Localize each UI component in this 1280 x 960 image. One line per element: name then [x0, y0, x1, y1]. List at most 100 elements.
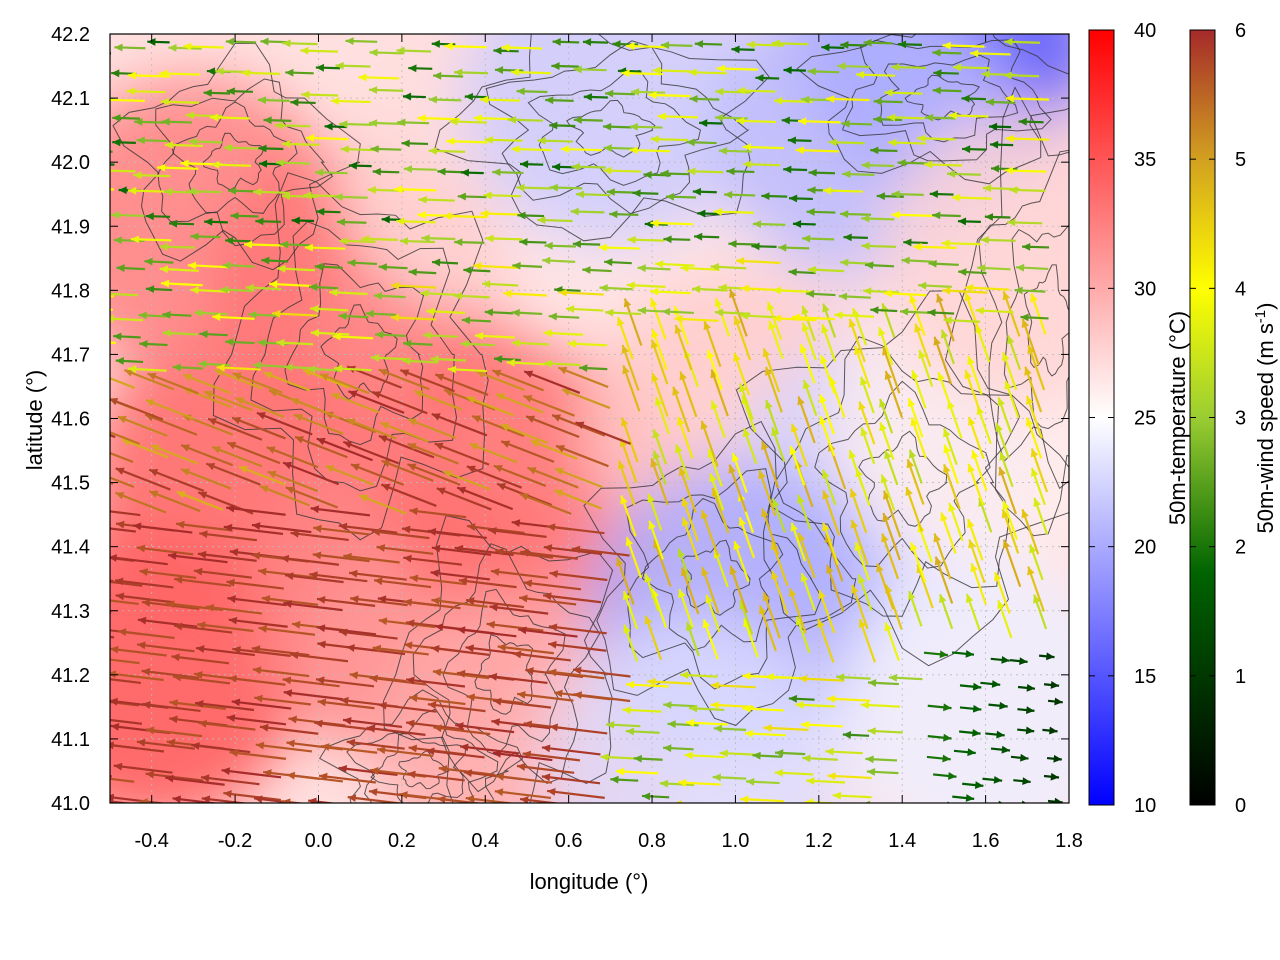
wind-arrow-head [851, 584, 859, 594]
wind-arrow [942, 286, 988, 295]
wind-arrow-head [501, 43, 510, 52]
wind-arrow-head [675, 800, 682, 803]
wind-arrow-head [137, 641, 146, 650]
wind-arrow [493, 464, 547, 487]
wind-arrow [1017, 706, 1035, 714]
wind-arrow-head [115, 520, 125, 529]
wind-arrow-head [480, 209, 489, 218]
wind-arrow [806, 208, 836, 216]
wind-arrow [408, 64, 433, 73]
wind-arrow-head [497, 483, 507, 491]
wind-arrow-head [403, 554, 412, 563]
wind-arrow-head [401, 525, 411, 534]
wind-arrow [863, 287, 900, 296]
wind-arrow [942, 41, 985, 50]
wind-arrow-head [740, 284, 749, 293]
wind-arrow [623, 624, 639, 662]
wind-arrow [655, 396, 671, 435]
wind-arrow-head [520, 548, 529, 557]
wind-arrow-head [282, 798, 291, 803]
wind-arrow-shaft [523, 394, 575, 417]
wind-arrow-head [187, 261, 197, 270]
wind-arrow [446, 137, 488, 146]
wind-arrow-head [369, 86, 378, 94]
wind-arrow-head [332, 332, 341, 341]
wind-arrow-head [771, 427, 779, 437]
wind-arrow [258, 625, 316, 636]
wind-arrow [648, 520, 664, 560]
wind-arrow [739, 383, 754, 420]
wind-arrow-head [621, 417, 629, 427]
wind-arrow [822, 522, 839, 565]
wind-arrow-head [882, 513, 890, 523]
wind-arrow [622, 590, 639, 630]
wind-arrow-head [331, 393, 341, 401]
wind-arrow-shaft [491, 720, 551, 730]
wind-arrow [718, 147, 752, 155]
wind-arrow-head [948, 111, 957, 120]
wind-arrow-head [229, 749, 239, 757]
wind-arrow [54, 371, 108, 393]
wind-arrow [880, 474, 896, 512]
wind-label-sup: -1 [1252, 310, 1269, 323]
wind-arrow [420, 289, 457, 298]
wind-arrow [826, 694, 871, 703]
wind-arrow-head [466, 523, 476, 531]
wind-arrow-shaft [200, 776, 260, 786]
wind-arrow-head [790, 423, 799, 433]
wind-arrow-head [943, 316, 952, 325]
wind-arrow [710, 263, 747, 271]
wind-arrow-head [147, 372, 157, 381]
wind-arrow [688, 68, 728, 77]
wind-arrow [373, 292, 406, 300]
wind-arrow [426, 747, 485, 759]
wind-arrow-head [403, 598, 413, 607]
wind-arrow [575, 421, 631, 445]
wind-arrow [714, 297, 731, 337]
wind-arrow-shaft [110, 98, 145, 103]
wind-arrow [867, 679, 899, 687]
wind-arrow-head [1020, 313, 1029, 322]
wind-arrow [258, 159, 282, 168]
wind-arrow [224, 338, 255, 346]
wind-arrow-head [807, 67, 816, 76]
wind-arrow-head [110, 554, 118, 562]
wind-arrow-head [283, 600, 292, 608]
wind-arrow-head [567, 339, 576, 348]
wind-arrow-head [141, 599, 151, 607]
wind-arrow-head [442, 470, 452, 478]
wind-arrow-head [952, 63, 962, 72]
wind-arrow-head [191, 742, 200, 750]
wind-arrow-head [409, 694, 418, 703]
wind-arrow [858, 401, 876, 445]
wind-arrow-head [49, 647, 58, 655]
wind-arrow-head [373, 292, 383, 300]
wind-arrow [338, 628, 398, 640]
wind-arrow-shaft [316, 597, 376, 607]
wind-arrow [541, 744, 601, 756]
wind-arrow-head [765, 672, 774, 681]
wind-arrow [800, 572, 816, 611]
wind-arrow [545, 96, 574, 105]
wind-arrow [475, 370, 525, 392]
wind-arrow-head [68, 256, 76, 264]
wind-arrow [480, 209, 524, 218]
wind-arrow [851, 584, 869, 630]
wind-arrow-head [961, 94, 970, 103]
wind-arrow [305, 134, 349, 142]
wind-arrow-head [948, 772, 957, 780]
wind-arrow-head [731, 453, 740, 463]
wind-arrow [583, 93, 608, 101]
wind-arrow-head [1026, 683, 1035, 692]
wind-arrow-shaft [315, 678, 375, 688]
wind-arrow [768, 320, 784, 360]
wind-arrow-shaft [680, 566, 700, 615]
wind-label-end: ) [1253, 303, 1278, 310]
wind-arrow-head [454, 238, 463, 247]
wind-arrow-head [358, 73, 367, 82]
wind-arrow-head [259, 723, 269, 732]
wind-arrow [798, 674, 845, 683]
wind-arrow [865, 755, 898, 764]
wind-arrow [650, 339, 669, 385]
wind-arrow-head [172, 363, 181, 372]
